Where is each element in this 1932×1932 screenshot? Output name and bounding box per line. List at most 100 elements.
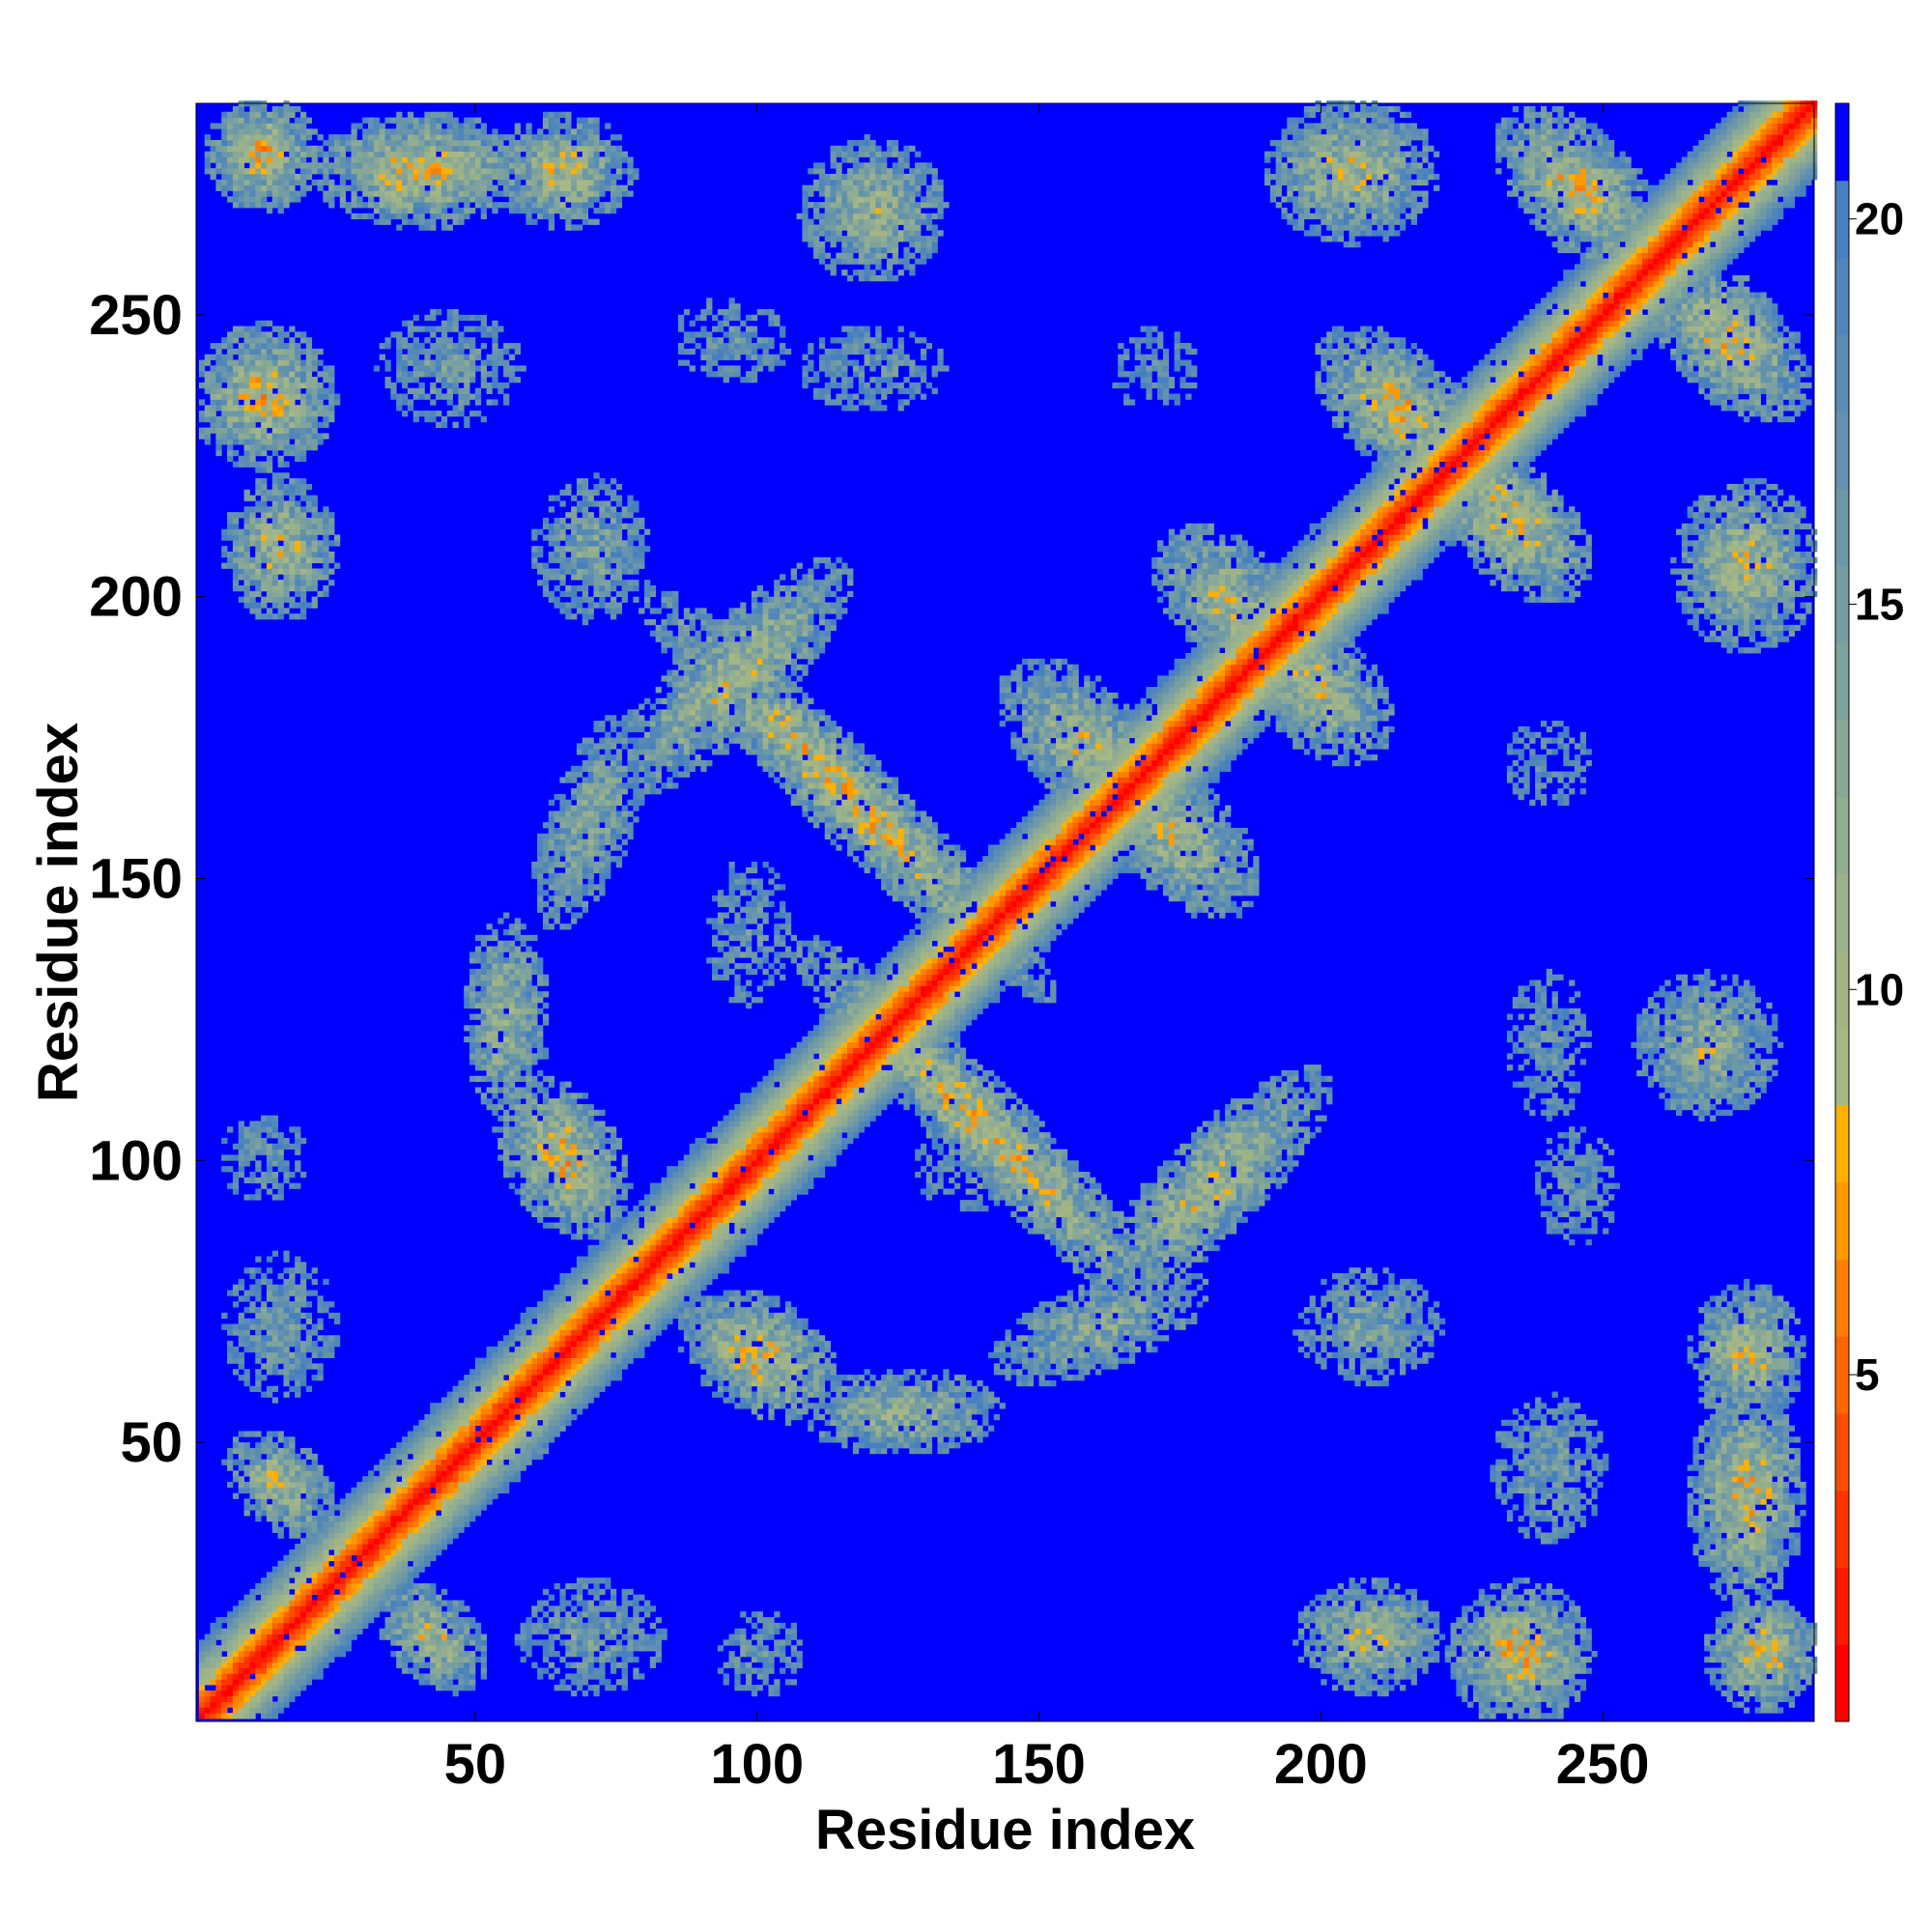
heatmap-cell (1777, 1623, 1783, 1629)
heatmap-cell (481, 1363, 487, 1369)
heatmap-cell (1569, 1510, 1580, 1516)
heatmap-cell (346, 1521, 352, 1527)
heatmap-cell (611, 1651, 616, 1657)
heatmap-cell (1732, 1358, 1738, 1364)
heatmap-cell (487, 1352, 493, 1358)
heatmap-cell (515, 1454, 521, 1460)
heatmap-cell (334, 1595, 346, 1601)
heatmap-cell (1523, 1623, 1529, 1629)
heatmap-cell (881, 1408, 887, 1414)
heatmap-cell (740, 1403, 752, 1408)
heatmap-cell (1710, 1347, 1716, 1352)
heatmap-cell (346, 1611, 352, 1617)
heatmap-cell (588, 1369, 594, 1375)
heatmap-cell (1744, 1397, 1749, 1403)
heatmap-cell (622, 1634, 628, 1640)
heatmap-cell (797, 1352, 803, 1358)
heatmap-cell (593, 1358, 599, 1364)
heatmap-cell (515, 1352, 521, 1358)
heatmap-cell (571, 1629, 577, 1634)
heatmap-cell (481, 1460, 487, 1465)
heatmap-cell (1552, 1521, 1558, 1527)
heatmap-cell (582, 1690, 588, 1696)
heatmap-cell (1107, 1363, 1113, 1369)
heatmap-cell (712, 1392, 724, 1398)
heatmap-cell (1805, 1623, 1811, 1629)
heatmap-cell (380, 1464, 385, 1470)
heatmap-cell (954, 1442, 960, 1448)
heatmap-cell (1563, 1651, 1569, 1657)
heatmap-cell (283, 1601, 289, 1606)
heatmap-cell (1304, 1645, 1310, 1651)
heatmap-cell (565, 1662, 571, 1668)
heatmap-cell (487, 1347, 498, 1352)
heatmap-cell (577, 1617, 582, 1623)
heatmap-cell (1541, 1629, 1547, 1634)
heatmap-cell (1383, 1583, 1389, 1589)
heatmap-cell (413, 1436, 419, 1442)
heatmap-cell (791, 1363, 803, 1369)
heatmap-cell (1112, 1363, 1118, 1369)
heatmap-cell (1766, 1623, 1772, 1629)
heatmap-cell (368, 1493, 374, 1499)
heatmap-cell (1693, 1482, 1699, 1488)
heatmap-cell (1698, 1476, 1704, 1482)
heatmap-cell (1535, 1470, 1541, 1476)
heatmap-cell (565, 1420, 571, 1426)
heatmap-cell (1716, 1426, 1721, 1432)
heatmap-cell (1507, 1464, 1513, 1470)
heatmap-cell (249, 1634, 255, 1640)
heatmap-cell (267, 1482, 272, 1488)
heatmap-cell (1766, 1358, 1772, 1364)
heatmap-cell (469, 1375, 475, 1380)
heatmap-cell (1388, 1369, 1394, 1375)
heatmap-cell (289, 1651, 295, 1657)
heatmap-cell (729, 1657, 735, 1662)
heatmap-cell (1547, 1426, 1552, 1432)
heatmap-cell (1795, 1679, 1801, 1685)
heatmap-cell (413, 1634, 419, 1640)
heatmap-cell (582, 1629, 588, 1634)
heatmap-cell (368, 1538, 374, 1544)
heatmap-cell (1688, 1358, 1693, 1364)
heatmap-cell (1495, 1464, 1507, 1470)
heatmap-cell (1563, 1397, 1569, 1403)
heatmap-cell (289, 1448, 295, 1454)
heatmap-cell (1716, 1352, 1721, 1358)
heatmap-cell (1789, 1623, 1795, 1629)
heatmap-cell (1563, 1488, 1569, 1493)
heatmap-cell (1529, 1516, 1535, 1521)
heatmap-cell (526, 1634, 531, 1640)
heatmap-cell (1755, 1510, 1761, 1516)
heatmap-cell (554, 1347, 560, 1352)
heatmap-cell (1716, 1493, 1721, 1499)
heatmap-cell (1411, 1668, 1417, 1674)
heatmap-cell (1507, 1623, 1513, 1629)
heatmap-cell (1338, 1595, 1344, 1601)
heatmap-cell (1332, 1662, 1338, 1668)
heatmap-cell (1789, 1493, 1801, 1499)
heatmap-cell (1552, 1657, 1558, 1662)
heatmap-cell (853, 1448, 859, 1454)
heatmap-cell (1400, 1668, 1406, 1674)
heatmap-cell (865, 1436, 870, 1442)
heatmap-cell (458, 1493, 464, 1499)
heatmap-cell (289, 1341, 295, 1347)
heatmap-cell (1761, 1436, 1767, 1442)
heatmap-cell (300, 1561, 306, 1567)
heatmap-cell (267, 1623, 272, 1629)
heatmap-cell (278, 1482, 284, 1488)
heatmap-cell (413, 1673, 419, 1679)
heatmap-cell (1761, 1555, 1767, 1561)
heatmap-cell (295, 1589, 300, 1595)
heatmap-cell (233, 1629, 239, 1634)
heatmap-cell (1298, 1617, 1304, 1623)
heatmap-cell (1350, 1639, 1361, 1645)
heatmap-cell (413, 1605, 425, 1611)
heatmap-cell (199, 1657, 205, 1662)
heatmap-cell (272, 1690, 278, 1696)
heatmap-cell (949, 1426, 954, 1432)
heatmap-cell (244, 1645, 256, 1651)
heatmap-cell (1350, 1629, 1355, 1634)
heatmap-cell (1557, 1605, 1563, 1611)
